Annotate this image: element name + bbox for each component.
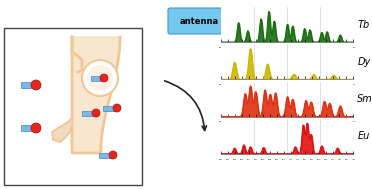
Circle shape — [31, 80, 41, 90]
Circle shape — [31, 123, 41, 133]
Circle shape — [82, 60, 118, 96]
FancyArrowPatch shape — [165, 81, 206, 130]
Circle shape — [239, 8, 265, 34]
Bar — [91, 75, 104, 81]
Bar — [21, 125, 36, 131]
Text: Dy: Dy — [357, 57, 371, 67]
Bar — [4, 28, 142, 185]
Bar — [103, 105, 117, 111]
Text: Eu: Eu — [357, 131, 370, 141]
Text: Tb: Tb — [357, 20, 370, 30]
Text: Sm: Sm — [357, 94, 372, 104]
Bar — [82, 111, 96, 115]
Text: antenna: antenna — [179, 16, 219, 26]
Circle shape — [92, 109, 100, 117]
Circle shape — [87, 65, 113, 91]
Polygon shape — [52, 118, 72, 142]
Text: Ln: Ln — [246, 16, 259, 26]
FancyBboxPatch shape — [168, 8, 230, 34]
Circle shape — [113, 104, 121, 112]
Bar — [21, 82, 36, 88]
Polygon shape — [72, 37, 120, 153]
Circle shape — [109, 151, 117, 159]
Circle shape — [100, 74, 108, 82]
Bar — [99, 153, 113, 157]
